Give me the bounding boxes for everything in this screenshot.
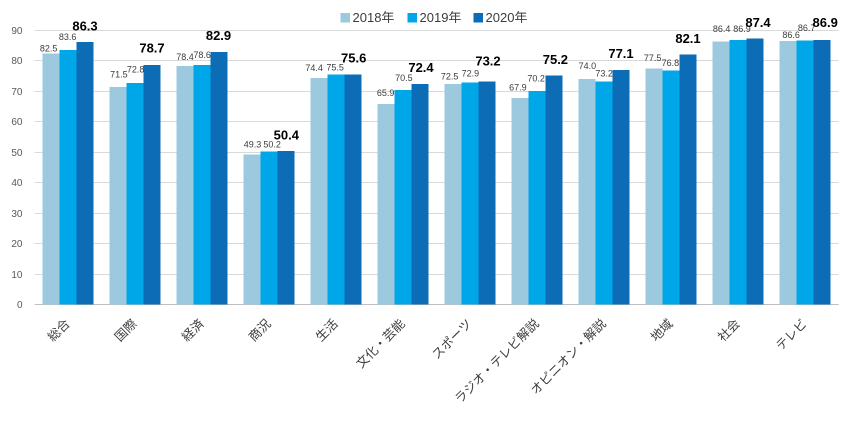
svg-text:72.4: 72.4	[408, 60, 434, 75]
svg-text:78.7: 78.7	[139, 40, 164, 55]
svg-text:77.5: 77.5	[644, 53, 662, 63]
svg-text:10: 10	[11, 270, 23, 281]
svg-text:30: 30	[11, 209, 23, 220]
svg-text:70.5: 70.5	[395, 73, 413, 83]
svg-text:75.2: 75.2	[543, 52, 568, 67]
svg-text:86.7: 86.7	[798, 23, 816, 33]
svg-text:70: 70	[11, 87, 23, 98]
svg-text:40: 40	[11, 178, 23, 189]
svg-text:77.1: 77.1	[608, 46, 633, 61]
svg-text:73.2: 73.2	[475, 54, 500, 69]
svg-text:86.6: 86.6	[782, 30, 800, 40]
svg-text:2020: 2020	[486, 10, 515, 25]
svg-text:73.2: 73.2	[595, 69, 613, 79]
svg-text:2019: 2019	[420, 10, 449, 25]
svg-text:82.9: 82.9	[206, 28, 231, 43]
svg-text:50.2: 50.2	[263, 140, 281, 150]
svg-text:74.0: 74.0	[579, 61, 597, 71]
svg-text:0: 0	[17, 300, 23, 311]
svg-text:76.8: 76.8	[662, 58, 680, 68]
svg-text:78.4: 78.4	[176, 52, 194, 62]
svg-text:80: 80	[11, 56, 23, 67]
svg-text:83.6: 83.6	[59, 32, 77, 42]
svg-text:82.5: 82.5	[40, 44, 58, 54]
svg-text:78.6: 78.6	[193, 50, 211, 60]
svg-text:86.9: 86.9	[733, 24, 751, 34]
svg-text:72.9: 72.9	[462, 69, 480, 79]
svg-text:65.9: 65.9	[377, 88, 395, 98]
svg-text:72.5: 72.5	[441, 71, 459, 81]
svg-text:60: 60	[11, 117, 23, 128]
svg-text:82.1: 82.1	[675, 31, 700, 46]
svg-text:75.6: 75.6	[341, 51, 366, 66]
svg-text:86.9: 86.9	[813, 15, 838, 30]
svg-text:49.3: 49.3	[244, 140, 262, 150]
svg-text:70.2: 70.2	[527, 73, 545, 83]
svg-text:2018: 2018	[353, 10, 382, 25]
svg-text:50.4: 50.4	[274, 127, 300, 142]
svg-text:75.5: 75.5	[326, 62, 344, 72]
svg-text:67.9: 67.9	[509, 82, 527, 92]
svg-text:71.5: 71.5	[110, 70, 128, 80]
svg-text:86.4: 86.4	[713, 24, 731, 34]
svg-text:72.8: 72.8	[127, 64, 145, 74]
svg-text:90: 90	[11, 26, 23, 37]
svg-text:87.4: 87.4	[745, 15, 771, 30]
svg-text:20: 20	[11, 239, 23, 250]
svg-text:86.3: 86.3	[72, 19, 97, 34]
svg-text:74.4: 74.4	[305, 63, 323, 73]
svg-text:50: 50	[11, 148, 23, 159]
